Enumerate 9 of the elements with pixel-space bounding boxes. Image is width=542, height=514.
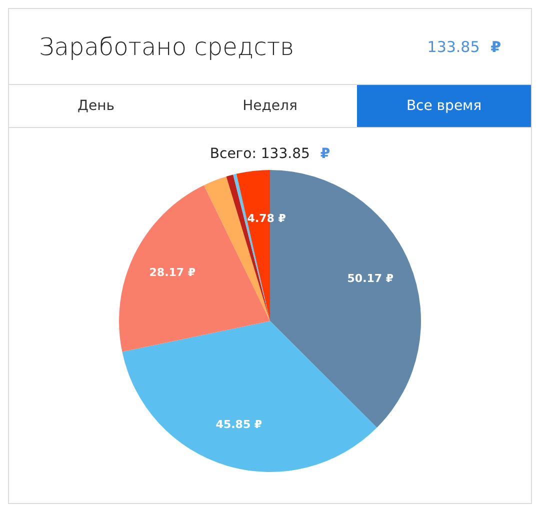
- text: Все время: [357, 85, 531, 127]
- text: День: [9, 85, 183, 127]
- chart-title: Заработано средств: [39, 32, 294, 60]
- text: Неделя: [183, 85, 357, 127]
- data-label: 28.17 ₽: [149, 266, 196, 279]
- data-label: 45.85 ₽: [216, 418, 262, 432]
- data-label: 50.17 ₽: [347, 272, 394, 286]
- chart-subtitle: Всего: 133.85 ₽: [208, 146, 332, 162]
- text: 133.85 ₽: [427, 38, 501, 56]
